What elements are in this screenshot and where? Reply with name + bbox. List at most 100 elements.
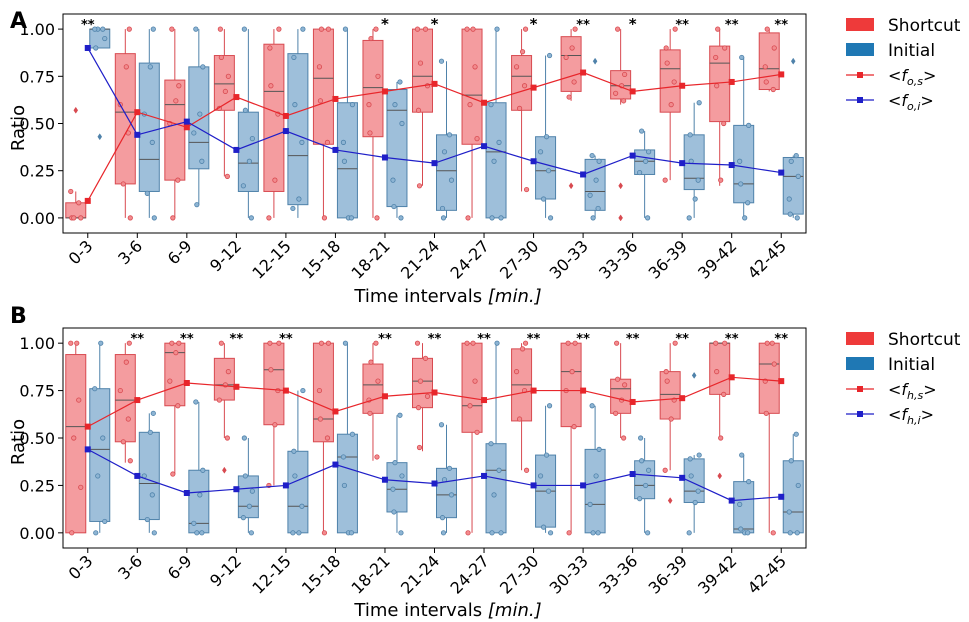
data-point xyxy=(126,340,132,346)
data-point xyxy=(368,359,374,365)
data-point xyxy=(373,26,379,32)
data-point xyxy=(664,60,670,66)
box-body xyxy=(237,111,259,192)
significance-marker: ** xyxy=(675,18,689,33)
box-body xyxy=(584,448,606,534)
data-point xyxy=(276,26,282,32)
data-point xyxy=(488,102,494,108)
box-body xyxy=(362,39,384,138)
data-point xyxy=(117,387,123,394)
data-point xyxy=(342,26,349,32)
shortcut-box xyxy=(164,340,186,477)
shortcut-mean-marker xyxy=(84,197,91,204)
data-point xyxy=(375,73,381,79)
data-point xyxy=(149,139,155,145)
data-point xyxy=(318,26,325,32)
data-point xyxy=(126,26,132,32)
data-point xyxy=(292,473,298,479)
data-point xyxy=(175,177,181,183)
data-point xyxy=(572,340,578,346)
panel-label: A xyxy=(10,9,27,34)
x-axis-label-text: Time intervals xyxy=(353,286,488,307)
significance-marker: ** xyxy=(675,332,689,347)
data-point xyxy=(521,83,528,89)
data-point xyxy=(317,416,324,422)
data-point xyxy=(291,448,297,454)
legend-swatch xyxy=(846,43,874,56)
data-point xyxy=(464,340,470,346)
box-body xyxy=(89,388,111,522)
data-point xyxy=(663,45,669,51)
data-point xyxy=(300,26,306,32)
data-point xyxy=(746,122,752,128)
data-point xyxy=(745,200,751,206)
legend-label-close: > xyxy=(920,91,933,110)
data-point xyxy=(566,530,572,536)
shortcut-mean-marker xyxy=(530,387,537,394)
data-point xyxy=(643,158,649,164)
legend-label-subscript: h,s xyxy=(907,389,923,402)
data-point xyxy=(398,215,404,221)
data-point xyxy=(374,454,380,460)
data-point xyxy=(173,350,179,356)
data-point xyxy=(71,215,77,221)
data-point xyxy=(100,435,106,441)
data-point xyxy=(645,215,651,221)
data-point xyxy=(102,35,108,42)
data-point xyxy=(795,173,801,179)
initial-mean-marker xyxy=(183,490,190,496)
shortcut-mean-marker xyxy=(580,69,587,76)
significance-marker: ** xyxy=(230,332,244,347)
data-point xyxy=(102,518,108,525)
significance-marker: * xyxy=(431,15,439,33)
initial-mean-marker xyxy=(778,493,785,500)
data-point xyxy=(324,435,331,441)
data-point xyxy=(590,215,596,221)
y-tick-label: 0.50 xyxy=(19,115,55,134)
legend-label-main: <f xyxy=(888,380,909,399)
initial-box xyxy=(782,431,804,536)
data-point xyxy=(299,503,305,509)
data-point xyxy=(71,435,77,441)
data-point xyxy=(149,492,155,498)
data-point xyxy=(523,186,530,193)
initial-box xyxy=(634,435,656,536)
box-body xyxy=(758,32,780,91)
data-point xyxy=(225,73,231,79)
data-point xyxy=(569,45,575,51)
data-point xyxy=(639,128,645,134)
panel-label: B xyxy=(10,304,27,329)
data-point xyxy=(249,488,255,494)
data-point xyxy=(240,515,246,521)
data-point xyxy=(391,203,397,210)
data-point xyxy=(193,26,199,32)
initial-mean-marker xyxy=(728,162,735,169)
data-point xyxy=(290,205,296,212)
data-point xyxy=(170,471,176,477)
shortcut-mean-marker xyxy=(282,112,289,119)
box-body xyxy=(213,55,235,111)
data-point xyxy=(672,26,678,32)
data-point xyxy=(715,26,721,32)
data-point xyxy=(737,501,743,507)
data-point xyxy=(474,429,480,435)
data-point xyxy=(249,136,255,142)
data-point xyxy=(491,158,497,164)
legend-swatch xyxy=(846,18,874,31)
initial-box xyxy=(386,79,408,221)
shortcut-box xyxy=(758,26,780,93)
data-point xyxy=(200,467,206,473)
data-point xyxy=(489,530,495,536)
data-point xyxy=(668,416,674,422)
box-body xyxy=(535,136,557,200)
shortcut-box xyxy=(659,26,681,183)
data-point xyxy=(446,465,453,471)
outlier-point xyxy=(691,371,697,379)
significance-marker: ** xyxy=(428,332,442,347)
significance-marker: ** xyxy=(626,332,640,347)
shortcut-mean-marker xyxy=(233,94,240,101)
data-point xyxy=(687,456,693,462)
shortcut-mean-marker xyxy=(332,95,339,102)
legend-label: Shortcut xyxy=(888,16,961,36)
data-point xyxy=(498,530,504,536)
